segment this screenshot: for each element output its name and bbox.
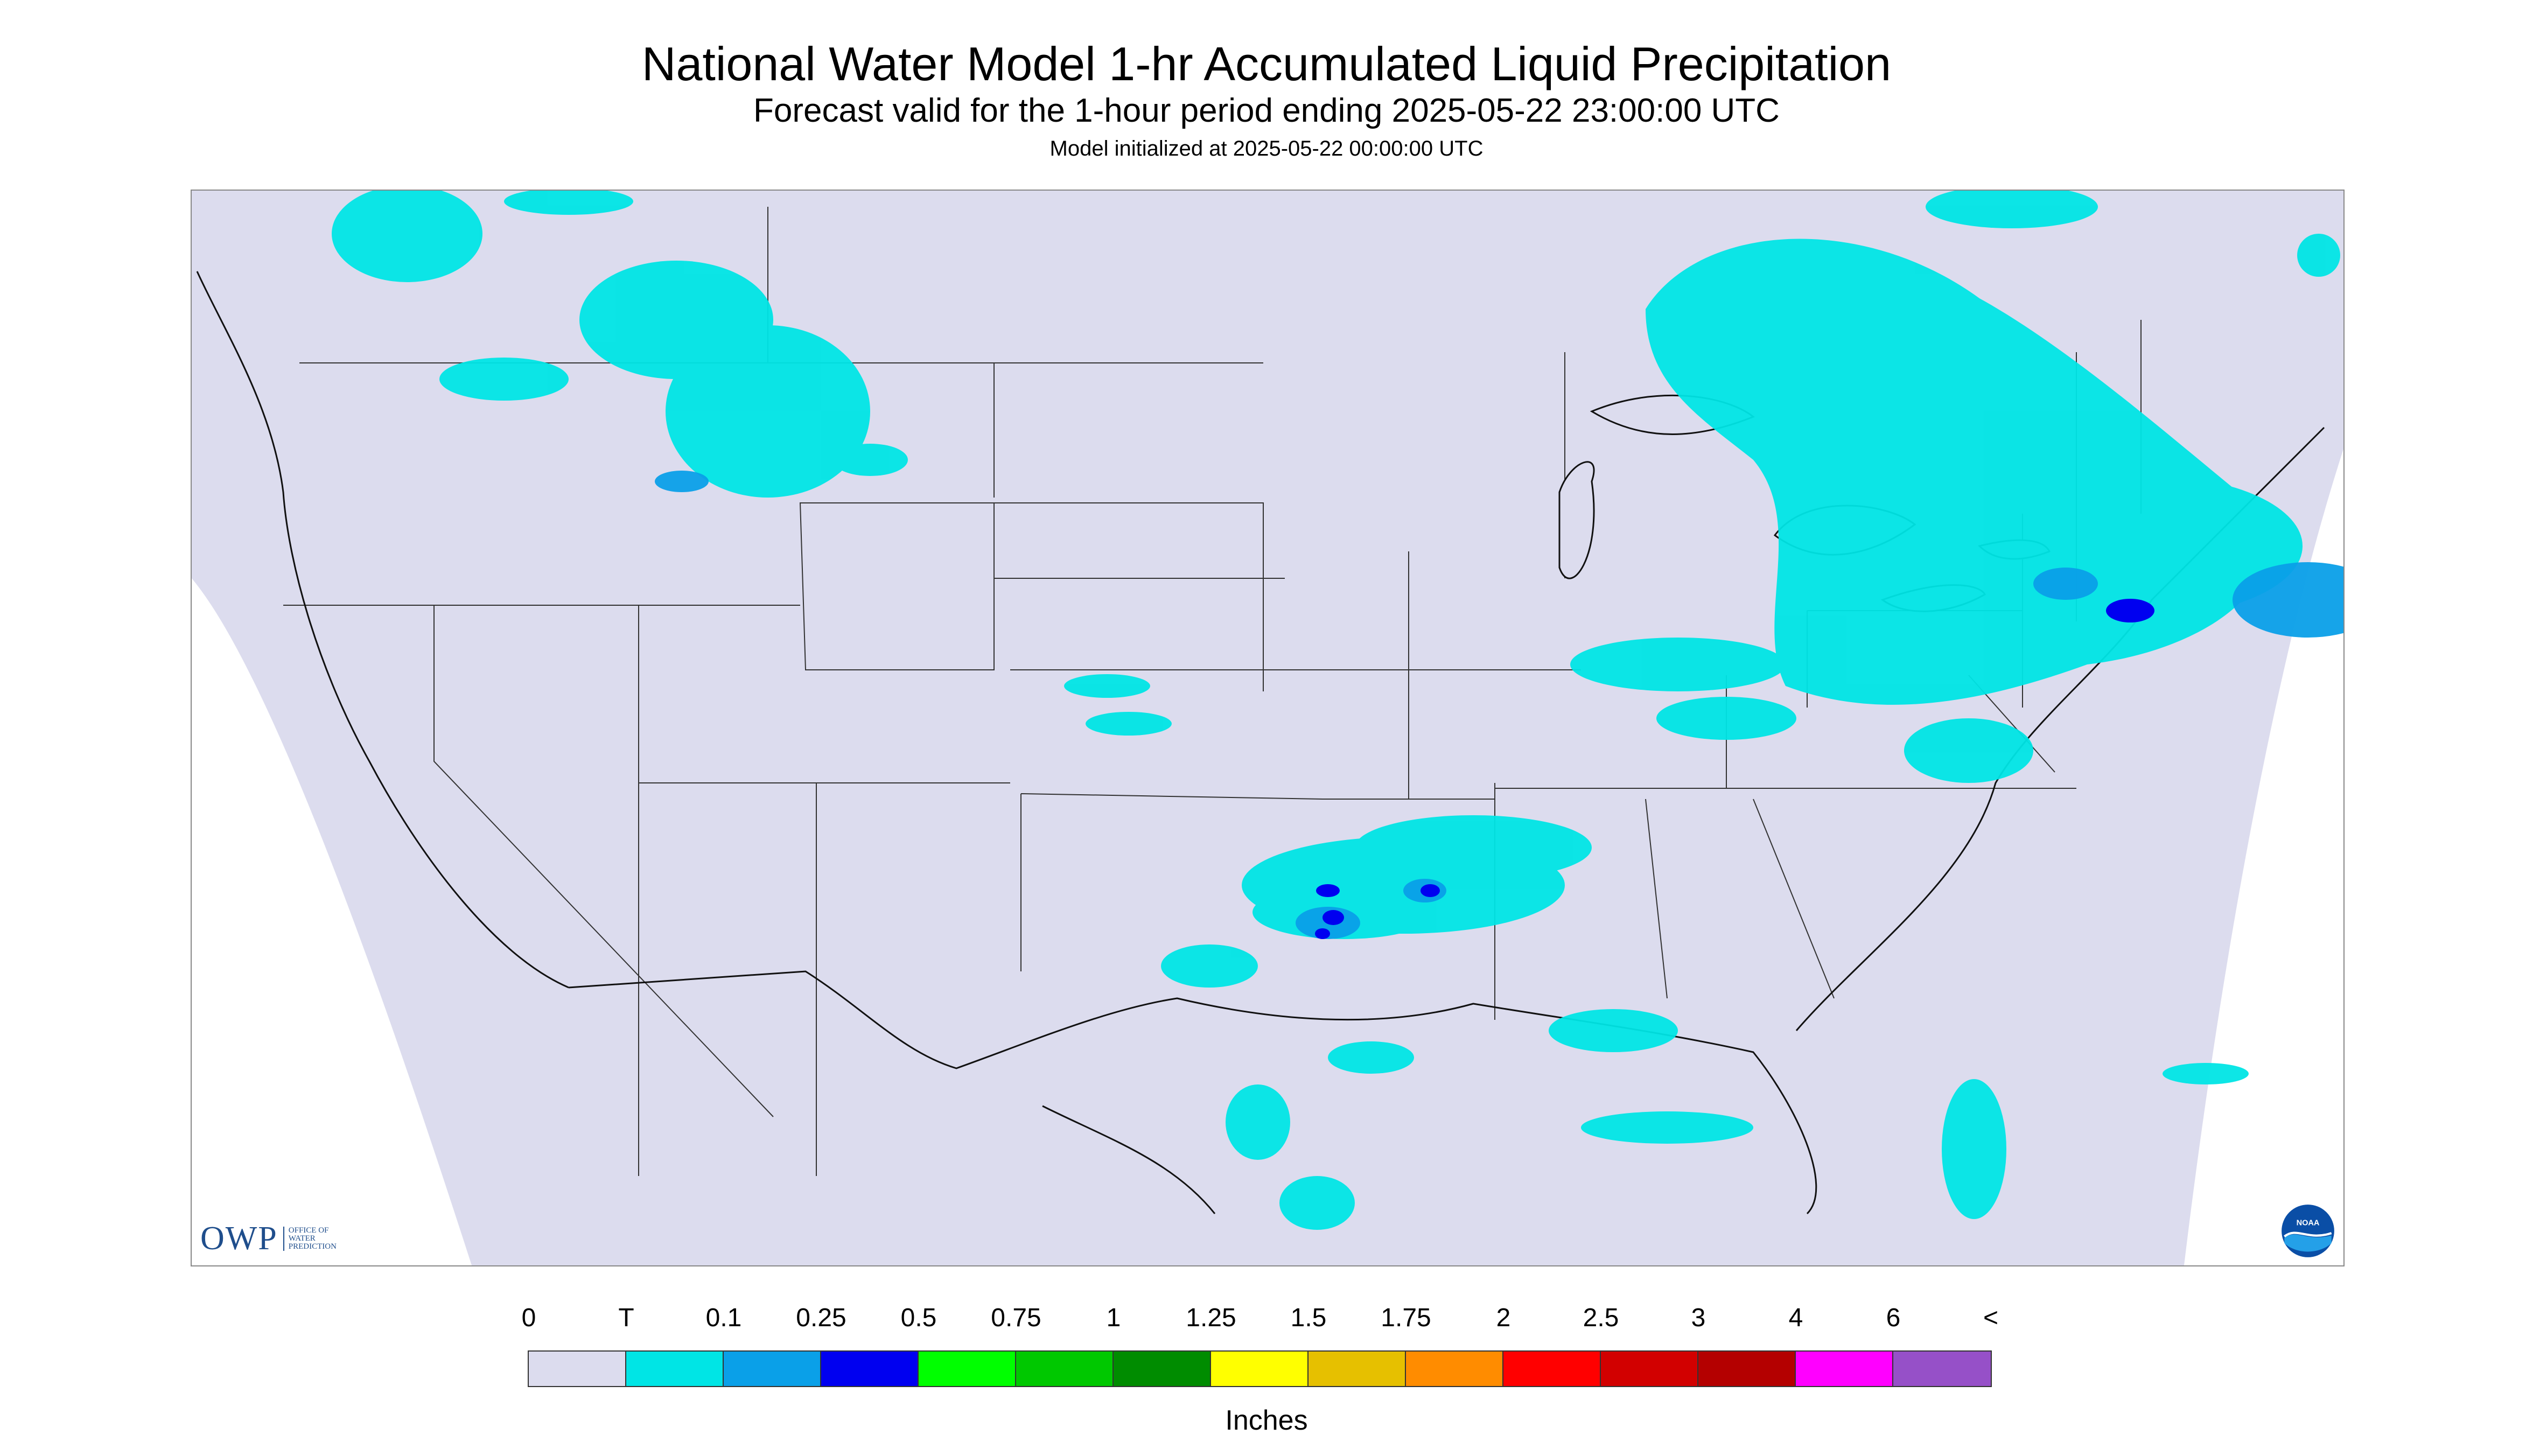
map-title: National Water Model 1-hr Accumulated Li…	[641, 37, 1892, 90]
owp-logo-text: Office of Water Prediction	[283, 1227, 353, 1251]
legend-tick-label: 0.25	[796, 1304, 846, 1332]
legend-tick-label: <	[1983, 1304, 1999, 1332]
legend-tick-label: T	[618, 1304, 634, 1332]
legend-swatch	[1309, 1352, 1406, 1386]
legend-tick-label: 1.75	[1381, 1304, 1431, 1332]
legend-labels: 0 T 0.1 0.25 0.5 0.75 1 1.25 1.5 1.75 2 2.5 3 4 6 <	[0, 1303, 2533, 1335]
legend-tick-label: 6	[1886, 1304, 1901, 1332]
model-init-line: Model initialized at 2025-05-22 00:00:00…	[1049, 137, 1484, 160]
legend-swatch	[626, 1352, 724, 1386]
precip-trace	[332, 191, 2340, 1230]
color-scale-legend	[528, 1350, 1992, 1387]
legend-swatch	[1796, 1352, 1893, 1386]
legend-tick-label: 0.5	[900, 1304, 937, 1332]
legend-tick-label: 2.5	[1583, 1304, 1619, 1332]
legend-tick-label: 0.1	[705, 1304, 742, 1332]
owp-logo-mark: OWP	[200, 1220, 278, 1257]
owp-logo: OWP Office of Water Prediction	[200, 1220, 353, 1258]
legend-swatch	[1016, 1352, 1114, 1386]
legend-swatch	[1406, 1352, 1503, 1386]
legend-tick-label: 1.5	[1290, 1304, 1327, 1332]
precip-moderate	[1315, 599, 2154, 939]
legend-swatch	[1114, 1352, 1211, 1386]
legend-swatch	[919, 1352, 1016, 1386]
legend-tick-label: 2	[1496, 1304, 1511, 1332]
noaa-logo-text: NOAA	[2297, 1219, 2320, 1228]
map-subtitle: Forecast valid for the 1-hour period end…	[753, 92, 1780, 129]
legend-tick-label: 1	[1106, 1304, 1121, 1332]
legend-unit-label: Inches	[1225, 1405, 1308, 1436]
noaa-logo: NOAA	[2280, 1203, 2335, 1258]
legend-tick-label: 3	[1691, 1304, 1706, 1332]
legend-swatch	[529, 1352, 626, 1386]
legend-tick-label: 0	[521, 1304, 536, 1332]
legend-swatch	[1698, 1352, 1796, 1386]
legend-swatch	[1503, 1352, 1601, 1386]
legend-swatch	[1211, 1352, 1309, 1386]
legend-tick-label: 1.25	[1186, 1304, 1236, 1332]
map-canvas	[192, 191, 2343, 1265]
legend-tick-label: 0.75	[991, 1304, 1041, 1332]
legend-swatch	[821, 1352, 919, 1386]
legend-swatch	[724, 1352, 821, 1386]
legend-tick-label: 4	[1788, 1304, 1803, 1332]
legend-swatch	[1601, 1352, 1698, 1386]
legend-swatch	[1893, 1352, 1991, 1386]
precipitation-map: OWP Office of Water Prediction NOAA	[191, 190, 2345, 1266]
